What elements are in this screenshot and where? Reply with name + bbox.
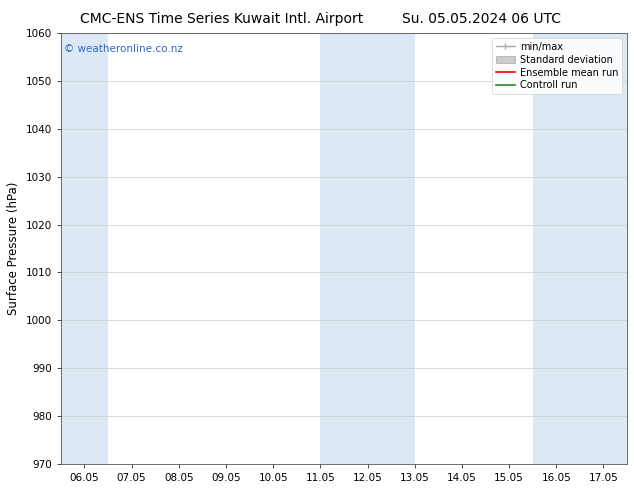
Text: Su. 05.05.2024 06 UTC: Su. 05.05.2024 06 UTC [403, 12, 561, 26]
Y-axis label: Surface Pressure (hPa): Surface Pressure (hPa) [7, 182, 20, 315]
Text: CMC-ENS Time Series Kuwait Intl. Airport: CMC-ENS Time Series Kuwait Intl. Airport [81, 12, 363, 26]
Bar [61, 33, 108, 464]
Legend: min/max, Standard deviation, Ensemble mean run, Controll run: min/max, Standard deviation, Ensemble me… [491, 38, 622, 95]
Bar [533, 33, 627, 464]
Text: © weatheronline.co.nz: © weatheronline.co.nz [63, 44, 183, 54]
Bar [320, 33, 415, 464]
